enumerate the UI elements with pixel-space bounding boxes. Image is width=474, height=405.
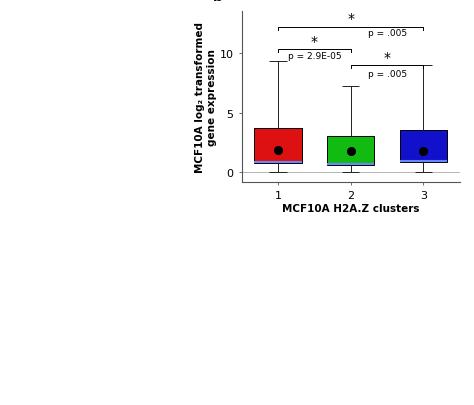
Text: p = .005: p = .005	[367, 70, 407, 79]
Y-axis label: MCF10A log₂ transformed
gene expression: MCF10A log₂ transformed gene expression	[195, 22, 217, 173]
Text: p = .005: p = .005	[367, 29, 407, 38]
Text: *: *	[347, 13, 354, 26]
Bar	[400, 131, 447, 163]
Text: p = 2.9E-05: p = 2.9E-05	[288, 52, 341, 61]
Bar	[327, 137, 374, 166]
X-axis label: MCF10A H2A.Z clusters: MCF10A H2A.Z clusters	[282, 203, 419, 213]
Text: b: b	[213, 0, 223, 4]
Text: *: *	[311, 35, 318, 49]
Text: *: *	[383, 51, 391, 64]
Bar	[255, 129, 301, 164]
